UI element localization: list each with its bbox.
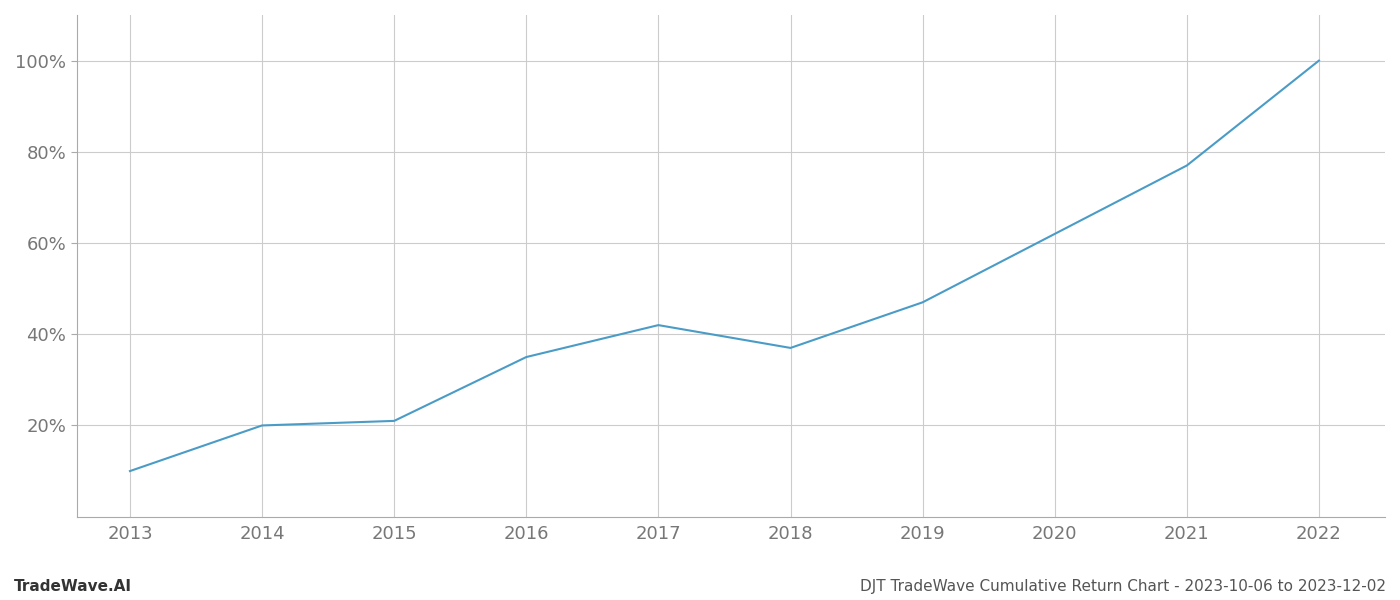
Text: TradeWave.AI: TradeWave.AI — [14, 579, 132, 594]
Text: DJT TradeWave Cumulative Return Chart - 2023-10-06 to 2023-12-02: DJT TradeWave Cumulative Return Chart - … — [860, 579, 1386, 594]
